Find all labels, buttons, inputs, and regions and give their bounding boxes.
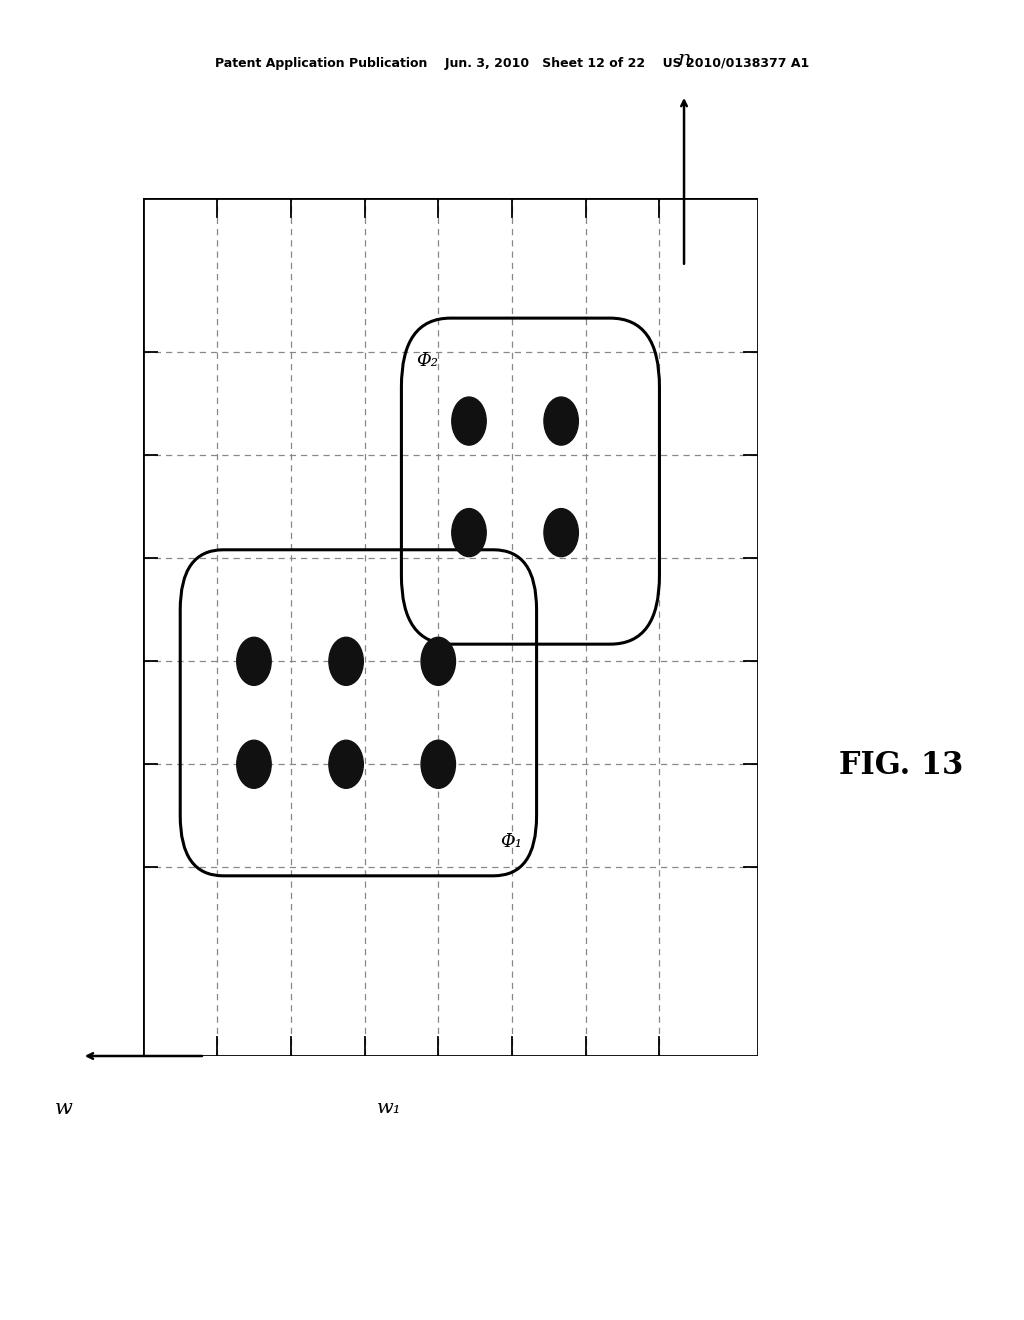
Circle shape xyxy=(237,638,271,685)
Circle shape xyxy=(421,638,456,685)
Circle shape xyxy=(452,508,486,557)
Circle shape xyxy=(421,741,456,788)
Text: Φ₂: Φ₂ xyxy=(417,351,438,370)
Circle shape xyxy=(237,741,271,788)
Text: Φ₁: Φ₁ xyxy=(500,833,521,851)
Text: w₁: w₁ xyxy=(377,1098,401,1117)
Circle shape xyxy=(329,638,364,685)
Text: n: n xyxy=(677,50,691,69)
Text: w: w xyxy=(54,1098,73,1118)
Circle shape xyxy=(544,397,579,445)
Text: FIG. 13: FIG. 13 xyxy=(839,750,964,781)
Text: Patent Application Publication    Jun. 3, 2010   Sheet 12 of 22    US 2010/01383: Patent Application Publication Jun. 3, 2… xyxy=(215,57,809,70)
Circle shape xyxy=(452,397,486,445)
Circle shape xyxy=(329,741,364,788)
Circle shape xyxy=(544,508,579,557)
